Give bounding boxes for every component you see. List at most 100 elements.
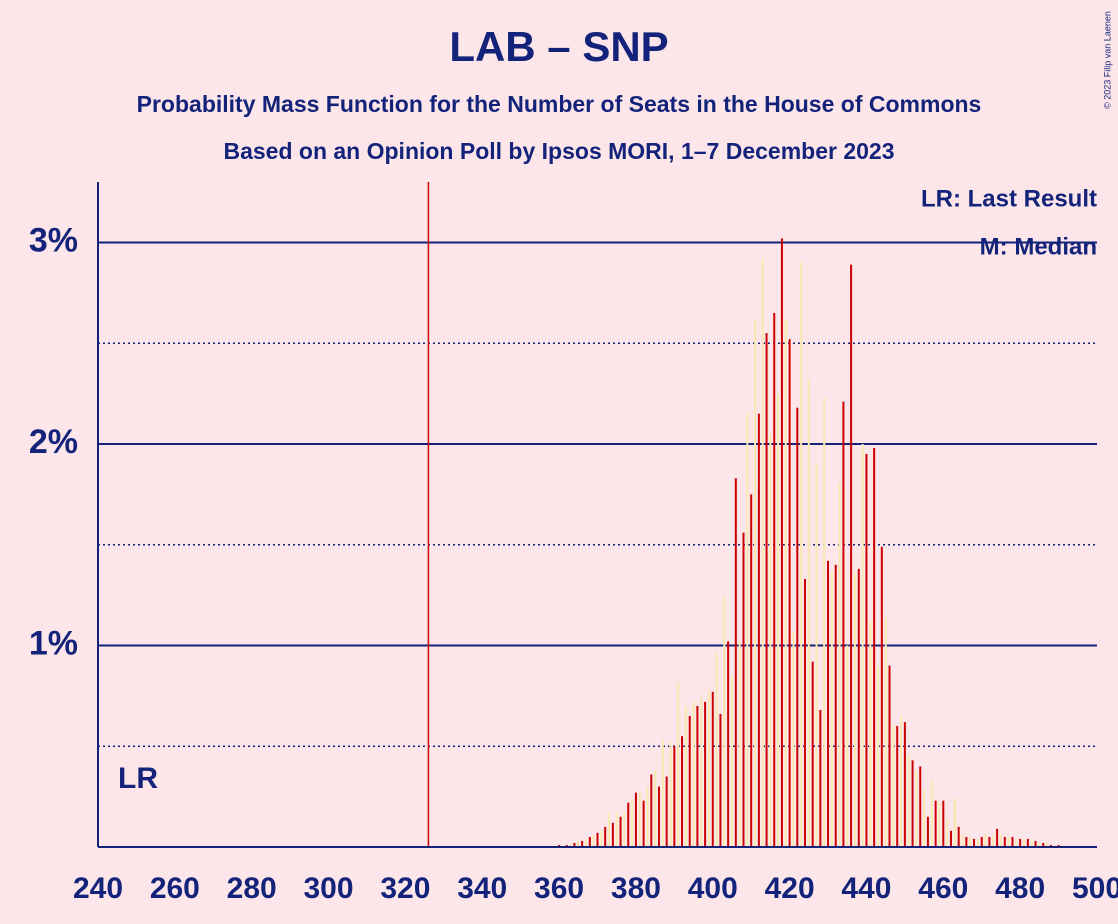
bar — [588, 836, 591, 847]
bar — [1053, 844, 1056, 847]
bar — [988, 836, 991, 847]
bar — [727, 641, 730, 847]
bar — [696, 705, 699, 847]
bar — [846, 645, 849, 847]
bar — [1038, 842, 1041, 847]
bar — [842, 401, 845, 847]
bar — [961, 834, 964, 847]
bar — [923, 790, 926, 847]
bar — [949, 830, 952, 847]
bar — [773, 312, 776, 847]
bar — [715, 651, 718, 847]
bar — [604, 826, 607, 847]
bar — [823, 397, 826, 847]
bar — [631, 798, 634, 847]
x-tick-label: 440 — [841, 872, 891, 905]
bar — [704, 701, 707, 847]
bar — [600, 830, 603, 847]
bar — [711, 691, 714, 847]
bar — [900, 716, 903, 847]
x-tick-label: 400 — [688, 872, 738, 905]
x-tick-label: 420 — [765, 872, 815, 905]
bar — [673, 746, 676, 847]
bar — [1049, 844, 1052, 847]
bar — [930, 780, 933, 847]
bar — [627, 802, 630, 847]
bar — [784, 319, 787, 848]
bar — [634, 792, 637, 847]
bar — [973, 838, 976, 847]
bar — [903, 722, 906, 847]
bar — [884, 617, 887, 847]
bar — [1042, 842, 1045, 847]
x-tick-label: 280 — [227, 872, 277, 905]
bar — [834, 564, 837, 847]
bar — [934, 800, 937, 847]
bar — [996, 828, 999, 847]
bar — [911, 760, 914, 847]
bar — [792, 631, 795, 847]
bar — [654, 770, 657, 847]
bar — [1007, 836, 1010, 847]
x-tick-label: 300 — [304, 872, 354, 905]
bar — [688, 716, 691, 847]
bar — [999, 834, 1002, 847]
bar — [869, 621, 872, 847]
bar — [723, 595, 726, 847]
bar — [953, 798, 956, 847]
bar — [888, 665, 891, 847]
bar — [1003, 836, 1006, 847]
bar — [919, 766, 922, 847]
bar — [684, 705, 687, 847]
x-tick-label: 240 — [73, 872, 123, 905]
bar — [850, 264, 853, 847]
bar — [669, 742, 672, 847]
bar — [558, 844, 561, 847]
bar — [1026, 838, 1029, 847]
bar — [907, 754, 910, 847]
bar — [765, 333, 768, 847]
bar — [1022, 838, 1025, 847]
bar — [876, 665, 879, 847]
bar — [853, 572, 856, 847]
bar — [738, 641, 741, 847]
bar — [1034, 840, 1037, 847]
bar — [746, 413, 749, 847]
bar — [865, 454, 868, 847]
bar — [750, 494, 753, 847]
bar — [584, 838, 587, 847]
y-tick-label: 1% — [29, 624, 78, 662]
chart-subtitle: Based on an Opinion Poll by Ipsos MORI, … — [223, 138, 894, 164]
bar — [1046, 842, 1049, 847]
bar — [811, 661, 814, 847]
legend-entry: LR: Last Result — [921, 185, 1097, 212]
bar — [742, 532, 745, 847]
bar — [984, 832, 987, 847]
bar — [561, 844, 564, 847]
legend-entry: M: Median — [980, 233, 1097, 260]
bar — [819, 709, 822, 847]
bar — [938, 802, 941, 847]
x-tick-label: 500 — [1072, 872, 1118, 905]
bar — [596, 832, 599, 847]
bar — [592, 834, 595, 847]
bar — [827, 560, 830, 847]
bar — [796, 407, 799, 847]
bar — [623, 812, 626, 847]
bar — [681, 736, 684, 847]
bar — [915, 770, 918, 847]
bar — [1057, 844, 1060, 847]
bar — [873, 448, 876, 847]
y-tick-label: 2% — [29, 423, 78, 461]
bar — [608, 812, 611, 847]
x-tick-label: 260 — [150, 872, 200, 905]
bar — [803, 578, 806, 847]
bar — [1015, 838, 1018, 847]
bar — [661, 740, 664, 847]
x-tick-label: 320 — [380, 872, 430, 905]
bar — [830, 570, 833, 847]
bar — [777, 393, 780, 847]
bar — [761, 258, 764, 847]
bar — [638, 792, 641, 847]
